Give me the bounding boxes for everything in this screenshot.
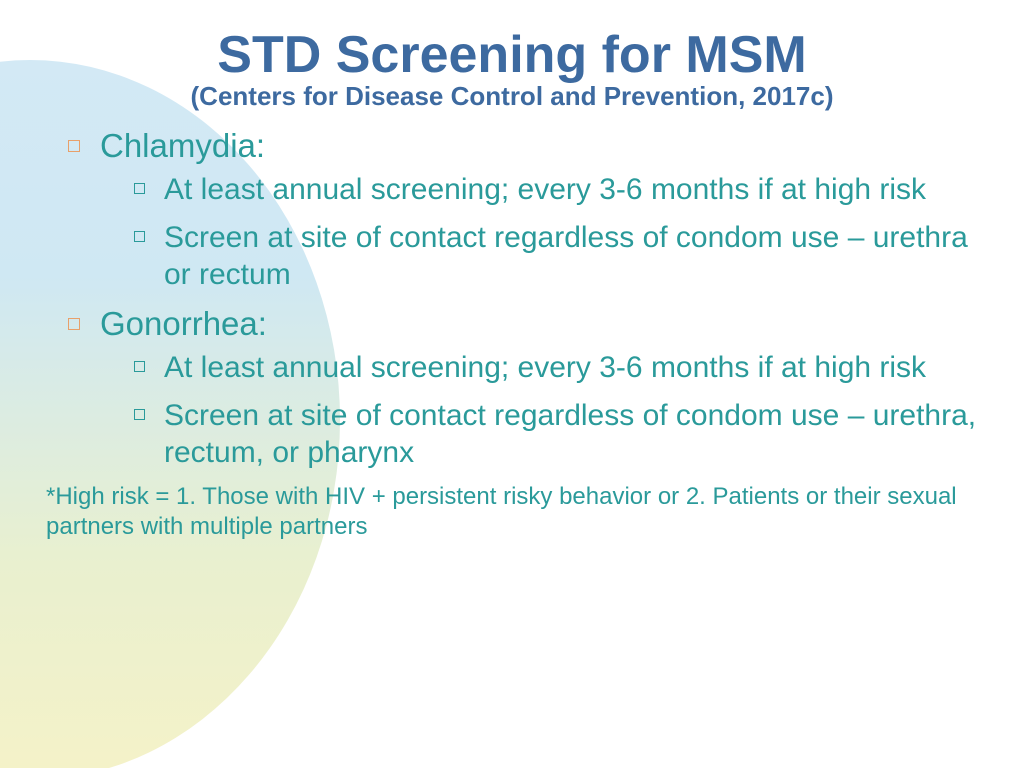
content-list: Chlamydia: At least annual screening; ev… [40,126,984,472]
section-items: At least annual screening; every 3-6 mon… [100,171,984,294]
section-label: Chlamydia: [100,126,984,166]
list-item: At least annual screening; every 3-6 mon… [130,349,984,387]
section-items: At least annual screening; every 3-6 mon… [100,349,984,472]
footnote: *High risk = 1. Those with HIV + persist… [40,482,984,542]
slide-container: STD Screening for MSM (Centers for Disea… [0,0,1024,768]
section-label: Gonorrhea: [100,304,984,344]
section-gonorrhea: Gonorrhea: At least annual screening; ev… [60,304,984,472]
list-item: Screen at site of contact regardless of … [130,219,984,294]
section-chlamydia: Chlamydia: At least annual screening; ev… [60,126,984,294]
list-item: At least annual screening; every 3-6 mon… [130,171,984,209]
slide-title: STD Screening for MSM [40,28,984,83]
list-item: Screen at site of contact regardless of … [130,397,984,472]
slide-subtitle: (Centers for Disease Control and Prevent… [40,81,984,112]
